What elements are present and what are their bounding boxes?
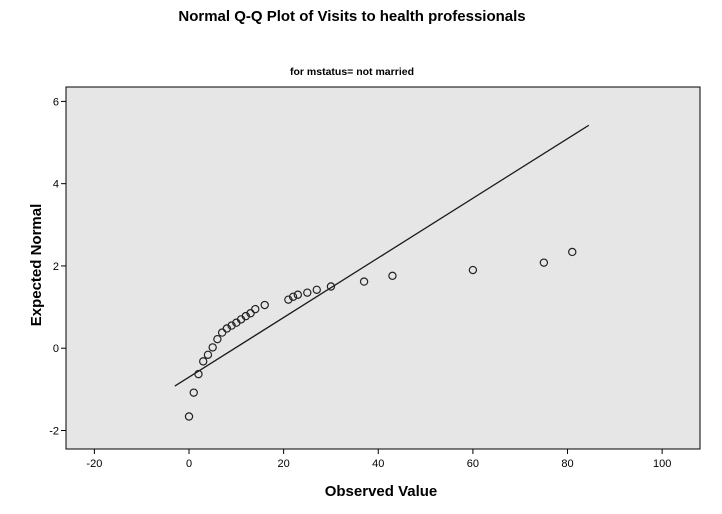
data-point [194, 369, 203, 379]
reference-line [174, 124, 590, 387]
x-tick-label: -20 [86, 458, 102, 470]
data-point [208, 343, 217, 352]
plot-area [65, 86, 701, 450]
y-tick-label: 4 [53, 179, 59, 191]
data-point [288, 292, 298, 301]
chart-subtitle: for mstatus= not married [290, 66, 414, 78]
data-point [213, 334, 222, 344]
data-point [568, 247, 577, 257]
y-tick-label: -2 [49, 425, 59, 437]
y-axis-title: Expected Normal [28, 204, 45, 327]
y-tick-label: 2 [53, 261, 59, 273]
data-point [251, 304, 260, 314]
data-point [246, 309, 255, 318]
data-point [203, 350, 213, 359]
x-tick-label: 40 [372, 458, 384, 470]
data-point [326, 282, 336, 291]
data-point [468, 265, 478, 275]
x-tick-label: 100 [653, 458, 671, 470]
data-point [303, 288, 312, 297]
y-tick-label: 0 [53, 343, 59, 355]
data-point [312, 285, 321, 295]
data-point [388, 271, 397, 281]
x-tick-label: 0 [186, 458, 192, 470]
data-point [359, 277, 369, 286]
data-point [217, 328, 227, 337]
data-point [189, 388, 198, 397]
data-point [199, 357, 208, 366]
data-point [539, 258, 549, 267]
data-point [293, 290, 303, 299]
x-tick-label: 60 [467, 458, 479, 470]
data-points [184, 247, 577, 421]
x-tick-label: 20 [278, 458, 290, 470]
y-tick-label: 6 [53, 96, 59, 108]
x-tick-label: 80 [561, 458, 573, 470]
chart-title: Normal Q-Q Plot of Visits to health prof… [178, 8, 525, 25]
data-point [260, 300, 269, 310]
data-point [184, 412, 194, 421]
x-axis-title: Observed Value [325, 483, 438, 500]
